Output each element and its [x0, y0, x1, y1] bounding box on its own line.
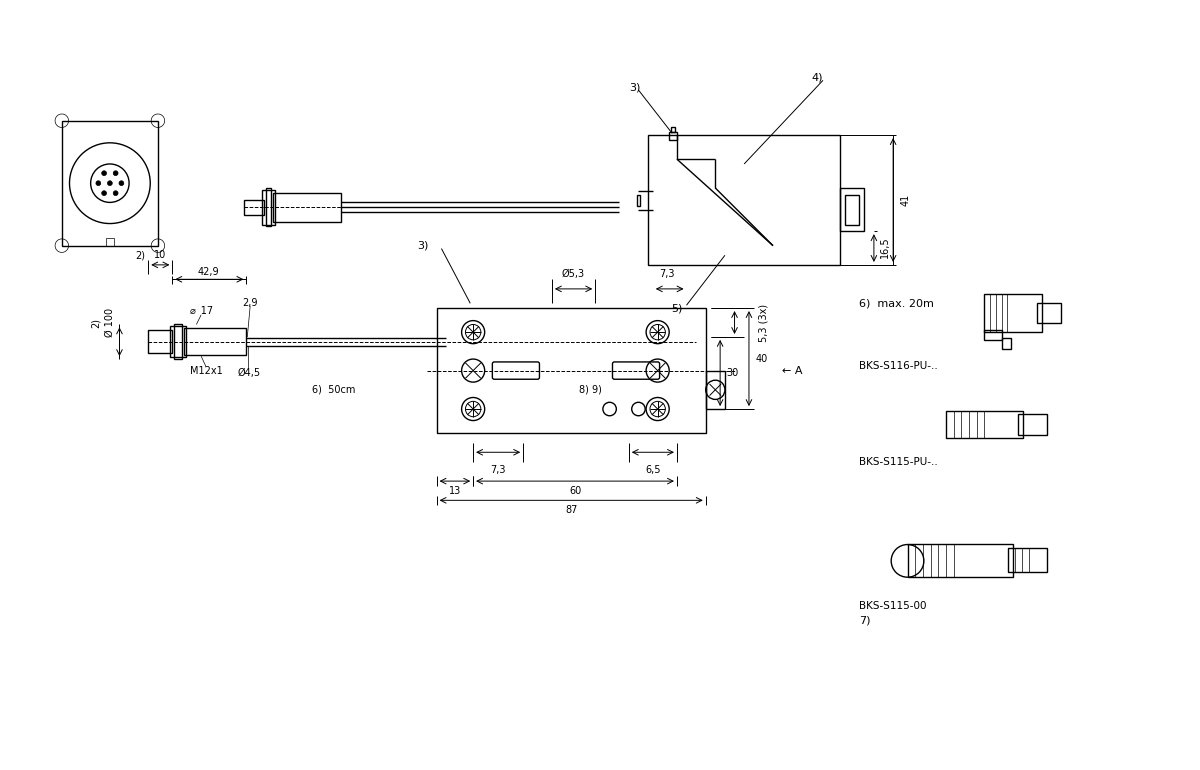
Circle shape	[102, 171, 107, 176]
Text: 87: 87	[565, 505, 577, 515]
Text: 41: 41	[901, 194, 911, 206]
Text: 6,5: 6,5	[646, 464, 661, 474]
Bar	[265, 188, 271, 226]
Bar	[670, 132, 677, 140]
Text: Ø5,3: Ø5,3	[562, 270, 584, 280]
Text: 40: 40	[755, 354, 768, 364]
Bar	[984, 293, 1042, 332]
Circle shape	[113, 191, 118, 196]
Circle shape	[108, 181, 113, 186]
Bar	[1002, 338, 1012, 350]
Bar	[62, 121, 158, 246]
Text: 3): 3)	[629, 82, 641, 92]
Text: BKS-S116-PU-..: BKS-S116-PU-..	[859, 361, 938, 371]
Text: 5): 5)	[671, 303, 683, 313]
Text: 6)  50cm: 6) 50cm	[312, 385, 355, 395]
Text: 2): 2)	[136, 250, 145, 260]
Text: 7,3: 7,3	[660, 270, 676, 280]
Text: 8) 9): 8) 9)	[578, 385, 602, 395]
Text: 7): 7)	[859, 615, 871, 625]
Bar	[174, 324, 182, 359]
Text: 13: 13	[449, 486, 461, 496]
Circle shape	[119, 181, 124, 186]
Text: 2,9: 2,9	[242, 298, 258, 308]
Bar	[437, 308, 706, 433]
Bar	[1008, 548, 1046, 572]
Text: 30: 30	[726, 369, 739, 379]
Circle shape	[102, 191, 107, 196]
Bar	[245, 199, 264, 215]
Text: 16,5: 16,5	[881, 236, 890, 259]
Bar	[149, 330, 173, 353]
Text: 10: 10	[154, 250, 166, 260]
Text: BKS-S115-00: BKS-S115-00	[859, 601, 926, 611]
Bar	[170, 326, 186, 357]
Text: ← A: ← A	[782, 366, 803, 376]
Bar	[106, 238, 114, 246]
Text: 3): 3)	[418, 241, 428, 251]
Text: Ø4,5: Ø4,5	[238, 367, 260, 377]
Bar	[984, 330, 1002, 340]
Bar	[636, 195, 641, 206]
Text: 42,9: 42,9	[198, 266, 220, 276]
Bar	[648, 135, 840, 265]
Text: 60: 60	[569, 486, 581, 496]
Circle shape	[113, 171, 118, 176]
Text: 4): 4)	[811, 72, 823, 82]
Bar	[1037, 303, 1061, 323]
Bar	[184, 328, 246, 355]
Text: M12x1: M12x1	[190, 366, 222, 376]
Bar	[907, 544, 1013, 578]
Bar	[845, 195, 859, 225]
Bar	[1018, 413, 1046, 435]
Bar	[671, 128, 674, 132]
Text: ⌀ 17: ⌀ 17	[190, 306, 212, 316]
Circle shape	[96, 181, 101, 186]
Bar	[262, 190, 275, 225]
Bar	[946, 411, 1022, 438]
Text: 7,3: 7,3	[491, 464, 506, 474]
Bar	[706, 370, 725, 409]
Text: Ø 100: Ø 100	[104, 308, 115, 337]
Text: 5,3 (3x): 5,3 (3x)	[758, 303, 768, 342]
Text: 2): 2)	[90, 317, 101, 327]
Bar	[840, 188, 864, 231]
Bar	[274, 192, 341, 222]
Text: 6)  max. 20m: 6) max. 20m	[859, 298, 935, 308]
Text: BKS-S115-PU-..: BKS-S115-PU-..	[859, 457, 938, 467]
